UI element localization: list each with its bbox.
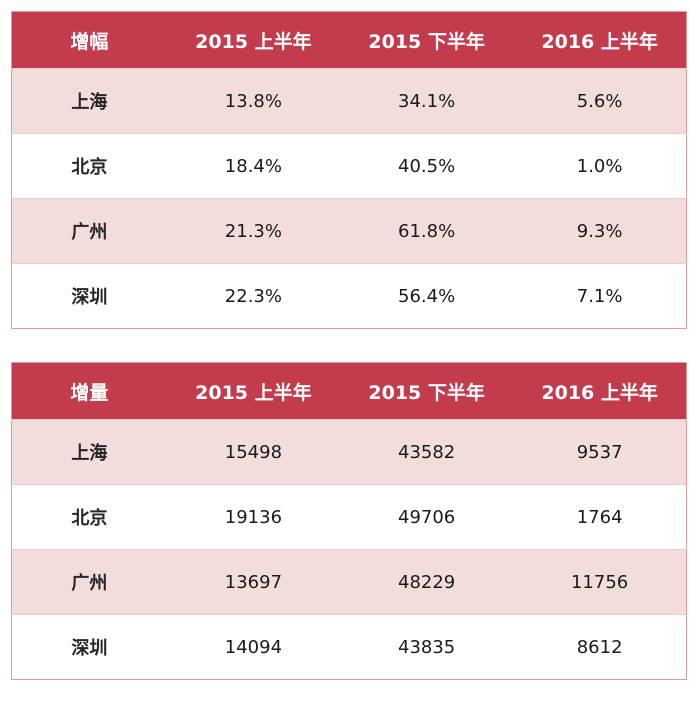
data-cell: 21.3% [166, 198, 341, 264]
table-header-row: 增量 2015 上半年 2015 下半年 2016 上半年 [11, 362, 687, 420]
table-row: 深圳 22.3% 56.4% 7.1% [11, 263, 687, 329]
data-cell: 49706 [340, 484, 514, 550]
data-cell: 7.1% [513, 263, 687, 329]
data-cell: 43835 [340, 614, 514, 680]
row-label-cell: 深圳 [11, 614, 167, 680]
table-row: 上海 15498 43582 9537 [11, 419, 687, 485]
data-cell: 9537 [513, 419, 687, 485]
row-label-cell: 上海 [11, 419, 167, 485]
data-cell: 13.8% [166, 68, 341, 134]
growth-volume-table-block: 增量 2015 上半年 2015 下半年 2016 上半年 上海 15498 4… [11, 362, 687, 680]
row-label-cell: 北京 [11, 133, 167, 199]
data-cell: 8612 [513, 614, 687, 680]
data-cell: 40.5% [340, 133, 514, 199]
row-label-cell: 广州 [11, 198, 167, 264]
data-cell: 18.4% [166, 133, 341, 199]
data-cell: 48229 [340, 549, 514, 615]
row-label-cell: 广州 [11, 549, 167, 615]
table-row: 广州 21.3% 61.8% 9.3% [11, 198, 687, 264]
data-cell: 15498 [166, 419, 341, 485]
header-cell-metric: 增幅 [11, 11, 167, 69]
growth-volume-table: 增量 2015 上半年 2015 下半年 2016 上半年 上海 15498 4… [11, 362, 687, 680]
row-label-cell: 北京 [11, 484, 167, 550]
header-cell-2015h2: 2015 下半年 [340, 11, 514, 69]
table-row: 上海 13.8% 34.1% 5.6% [11, 68, 687, 134]
data-cell: 61.8% [340, 198, 514, 264]
data-cell: 1.0% [513, 133, 687, 199]
data-cell: 13697 [166, 549, 341, 615]
data-cell: 19136 [166, 484, 341, 550]
header-cell-metric: 增量 [11, 362, 167, 420]
data-cell: 14094 [166, 614, 341, 680]
header-cell-2015h1: 2015 上半年 [166, 11, 341, 69]
header-cell-2016h1: 2016 上半年 [513, 362, 687, 420]
row-label-cell: 上海 [11, 68, 167, 134]
data-cell: 5.6% [513, 68, 687, 134]
data-cell: 22.3% [166, 263, 341, 329]
table-row: 广州 13697 48229 11756 [11, 549, 687, 615]
data-cell: 9.3% [513, 198, 687, 264]
row-label-cell: 深圳 [11, 263, 167, 329]
header-cell-2015h1: 2015 上半年 [166, 362, 341, 420]
table-row: 北京 19136 49706 1764 [11, 484, 687, 550]
data-cell: 11756 [513, 549, 687, 615]
data-cell: 43582 [340, 419, 514, 485]
data-cell: 1764 [513, 484, 687, 550]
data-cell: 34.1% [340, 68, 514, 134]
table-header-row: 增幅 2015 上半年 2015 下半年 2016 上半年 [11, 11, 687, 69]
growth-rate-table: 增幅 2015 上半年 2015 下半年 2016 上半年 上海 13.8% 3… [11, 11, 687, 329]
header-cell-2016h1: 2016 上半年 [513, 11, 687, 69]
table-row: 深圳 14094 43835 8612 [11, 614, 687, 680]
header-cell-2015h2: 2015 下半年 [340, 362, 514, 420]
data-cell: 56.4% [340, 263, 514, 329]
table-row: 北京 18.4% 40.5% 1.0% [11, 133, 687, 199]
growth-rate-table-block: 增幅 2015 上半年 2015 下半年 2016 上半年 上海 13.8% 3… [11, 11, 687, 329]
